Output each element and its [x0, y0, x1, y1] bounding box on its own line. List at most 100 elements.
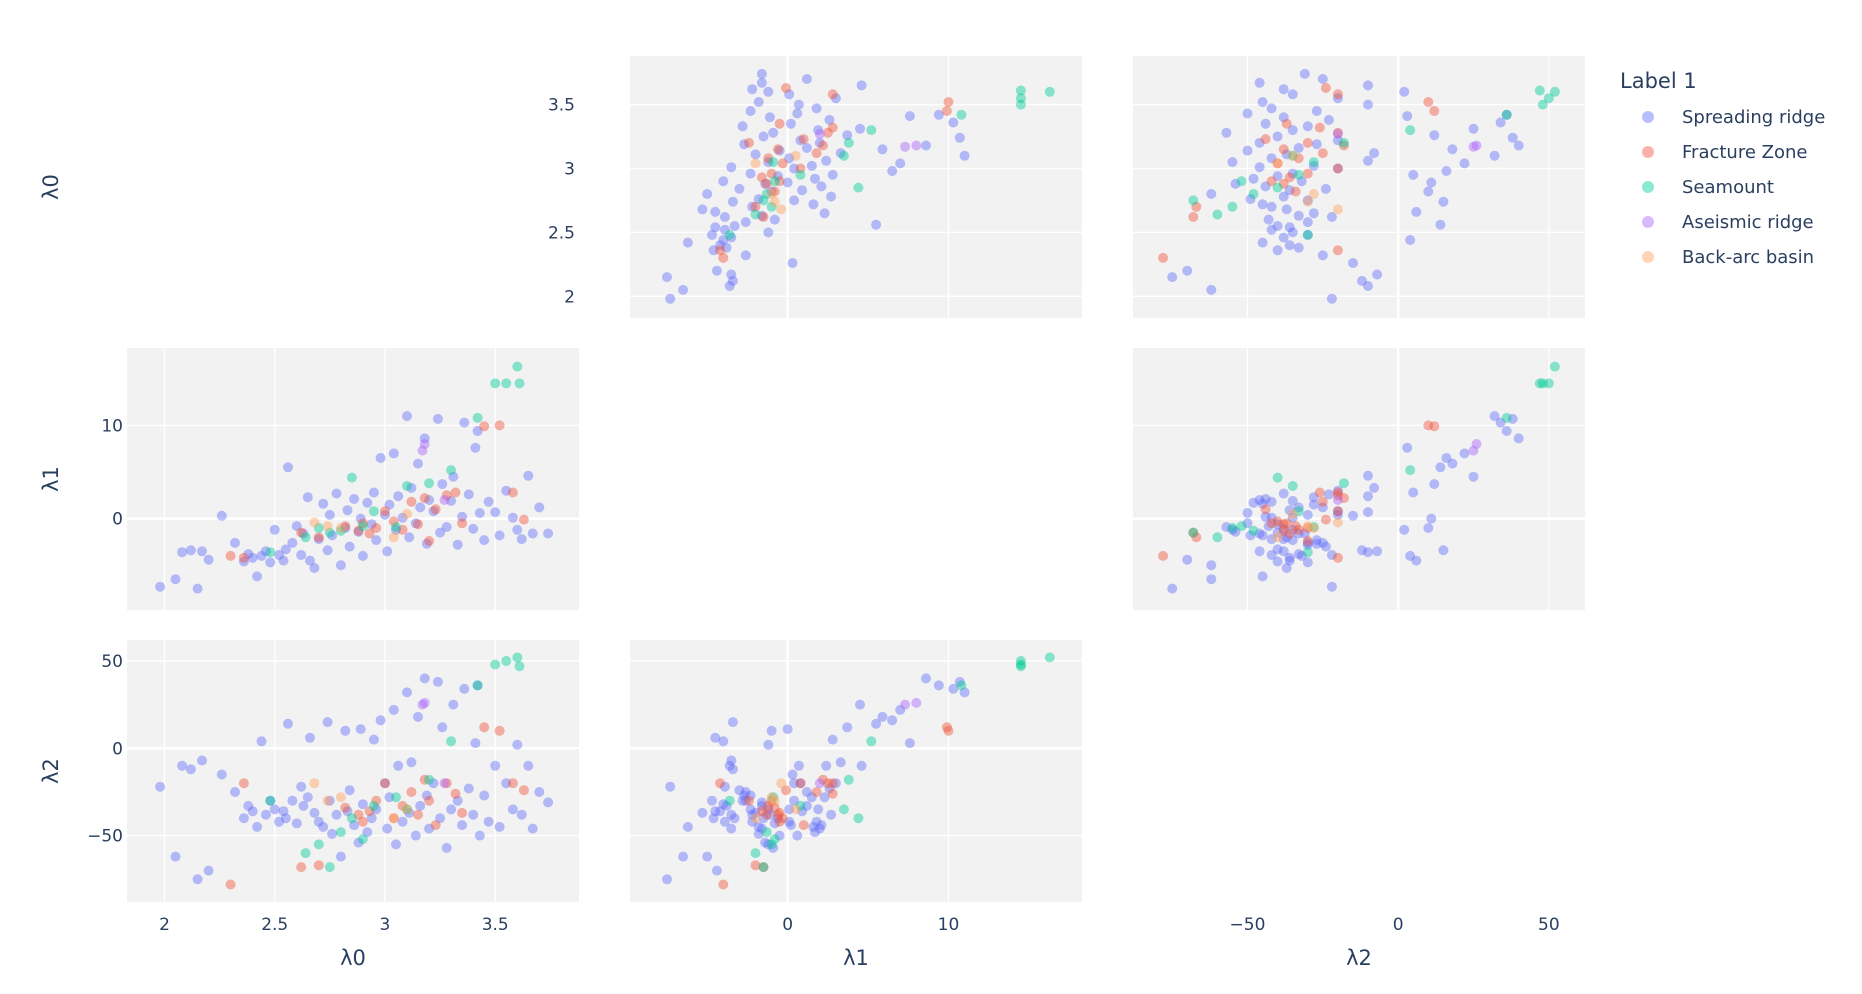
- data-point[interactable]: [727, 764, 738, 775]
- data-point[interactable]: [1272, 221, 1283, 231]
- data-point[interactable]: [413, 519, 423, 530]
- data-point[interactable]: [1363, 155, 1373, 166]
- data-point[interactable]: [715, 806, 726, 817]
- data-point[interactable]: [1227, 523, 1238, 533]
- data-point[interactable]: [1242, 508, 1253, 518]
- data-point[interactable]: [1242, 145, 1253, 156]
- data-point[interactable]: [784, 804, 795, 815]
- data-point[interactable]: [1429, 106, 1440, 116]
- data-point[interactable]: [1248, 525, 1259, 536]
- data-point[interactable]: [318, 498, 329, 509]
- data-point[interactable]: [739, 139, 750, 150]
- data-point[interactable]: [1266, 518, 1277, 529]
- data-point[interactable]: [1308, 189, 1319, 199]
- data-point[interactable]: [1281, 149, 1292, 160]
- data-point[interactable]: [305, 732, 315, 743]
- data-point[interactable]: [1281, 118, 1292, 129]
- data-point[interactable]: [702, 851, 713, 862]
- data-point[interactable]: [388, 532, 399, 543]
- data-point[interactable]: [265, 557, 276, 568]
- data-point[interactable]: [327, 828, 338, 839]
- data-point[interactable]: [782, 724, 793, 735]
- data-point[interactable]: [1507, 132, 1518, 143]
- data-point[interactable]: [371, 804, 382, 815]
- data-point[interactable]: [1317, 250, 1328, 261]
- data-point[interactable]: [740, 217, 751, 228]
- data-point[interactable]: [534, 787, 545, 797]
- data-point[interactable]: [1293, 524, 1304, 535]
- data-point[interactable]: [507, 512, 518, 523]
- data-point[interactable]: [877, 711, 888, 722]
- data-point[interactable]: [814, 823, 825, 834]
- data-point[interactable]: [1290, 521, 1301, 532]
- data-point[interactable]: [1332, 127, 1343, 138]
- data-point[interactable]: [1423, 523, 1434, 533]
- data-point[interactable]: [753, 97, 764, 107]
- data-point[interactable]: [309, 778, 320, 789]
- data-point[interactable]: [452, 539, 463, 550]
- data-point[interactable]: [256, 736, 267, 747]
- data-point[interactable]: [265, 547, 276, 558]
- data-point[interactable]: [747, 84, 758, 95]
- data-point[interactable]: [921, 140, 931, 151]
- data-point[interactable]: [1308, 208, 1319, 219]
- data-point[interactable]: [313, 532, 324, 543]
- data-point[interactable]: [342, 505, 353, 516]
- data-point[interactable]: [1287, 512, 1298, 523]
- data-point[interactable]: [1227, 524, 1238, 535]
- data-point[interactable]: [766, 795, 777, 806]
- data-point[interactable]: [1441, 453, 1452, 463]
- data-point[interactable]: [718, 799, 729, 810]
- data-point[interactable]: [1402, 111, 1413, 122]
- data-point[interactable]: [402, 804, 412, 815]
- data-point[interactable]: [501, 656, 512, 666]
- data-point[interactable]: [346, 472, 357, 483]
- data-point[interactable]: [1317, 74, 1328, 84]
- data-point[interactable]: [424, 536, 435, 546]
- data-point[interactable]: [1221, 522, 1232, 532]
- data-point[interactable]: [1015, 93, 1026, 104]
- data-point[interactable]: [824, 114, 835, 125]
- data-point[interactable]: [824, 783, 835, 794]
- data-point[interactable]: [1408, 487, 1419, 498]
- data-point[interactable]: [1167, 272, 1178, 283]
- data-point[interactable]: [784, 816, 795, 827]
- data-point[interactable]: [784, 89, 795, 100]
- data-point[interactable]: [871, 718, 882, 729]
- data-point[interactable]: [773, 144, 783, 155]
- data-point[interactable]: [1302, 229, 1313, 240]
- data-point[interactable]: [768, 127, 779, 138]
- data-point[interactable]: [534, 502, 545, 513]
- data-point[interactable]: [769, 795, 780, 806]
- data-point[interactable]: [421, 538, 432, 549]
- data-point[interactable]: [1543, 93, 1554, 104]
- data-point[interactable]: [479, 790, 490, 801]
- data-point[interactable]: [766, 201, 777, 212]
- data-point[interactable]: [1308, 157, 1319, 168]
- data-point[interactable]: [430, 820, 441, 831]
- data-point[interactable]: [1254, 546, 1265, 557]
- data-point[interactable]: [715, 240, 726, 251]
- data-point[interactable]: [507, 804, 518, 815]
- data-point[interactable]: [448, 699, 459, 710]
- data-point[interactable]: [1191, 201, 1202, 212]
- data-point[interactable]: [512, 361, 523, 372]
- data-point[interactable]: [718, 252, 729, 263]
- data-point[interactable]: [1308, 492, 1319, 503]
- data-point[interactable]: [335, 792, 346, 803]
- data-point[interactable]: [933, 680, 944, 691]
- data-point[interactable]: [353, 526, 364, 537]
- data-point[interactable]: [1507, 413, 1518, 424]
- data-point[interactable]: [1272, 182, 1283, 193]
- data-point[interactable]: [523, 760, 534, 771]
- data-point[interactable]: [1230, 178, 1241, 189]
- data-point[interactable]: [402, 481, 412, 491]
- data-point[interactable]: [1302, 536, 1313, 546]
- data-point[interactable]: [866, 736, 877, 747]
- data-point[interactable]: [710, 732, 721, 743]
- data-point[interactable]: [296, 550, 307, 560]
- data-point[interactable]: [835, 757, 846, 768]
- data-point[interactable]: [490, 760, 501, 771]
- data-point[interactable]: [197, 546, 207, 557]
- data-point[interactable]: [1284, 552, 1295, 563]
